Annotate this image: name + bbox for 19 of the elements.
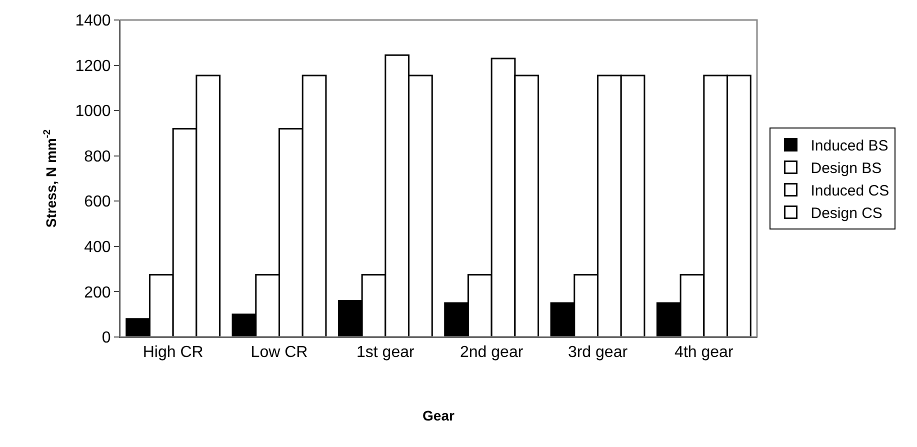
x-tick-label: High CR — [142, 344, 204, 362]
legend-label: Design BS — [810, 160, 882, 178]
y-tick-label: 400 — [84, 239, 111, 256]
y-tick-label: 1000 — [75, 103, 111, 120]
x-tick-label: 2nd gear — [460, 344, 524, 362]
legend-label: Induced CS — [810, 182, 890, 200]
x-tick-label: 4th gear — [674, 344, 734, 362]
y-tick-label: 800 — [84, 148, 111, 166]
y-tick-label: 200 — [84, 284, 111, 302]
y-tick-label: 1200 — [75, 58, 111, 75]
legend-label: Design CS — [810, 205, 882, 222]
y-tick-label: 0 — [102, 330, 111, 347]
x-tick-label: 1st gear — [356, 344, 415, 362]
y-tick-label: 1400 — [75, 12, 111, 30]
y-tick-label: 600 — [84, 194, 111, 211]
x-tick-label: Low CR — [250, 344, 308, 362]
legend-label: Induced BS — [810, 138, 888, 155]
x-axis-title: Gear — [422, 408, 455, 424]
x-tick-label: 3rd gear — [568, 344, 628, 362]
